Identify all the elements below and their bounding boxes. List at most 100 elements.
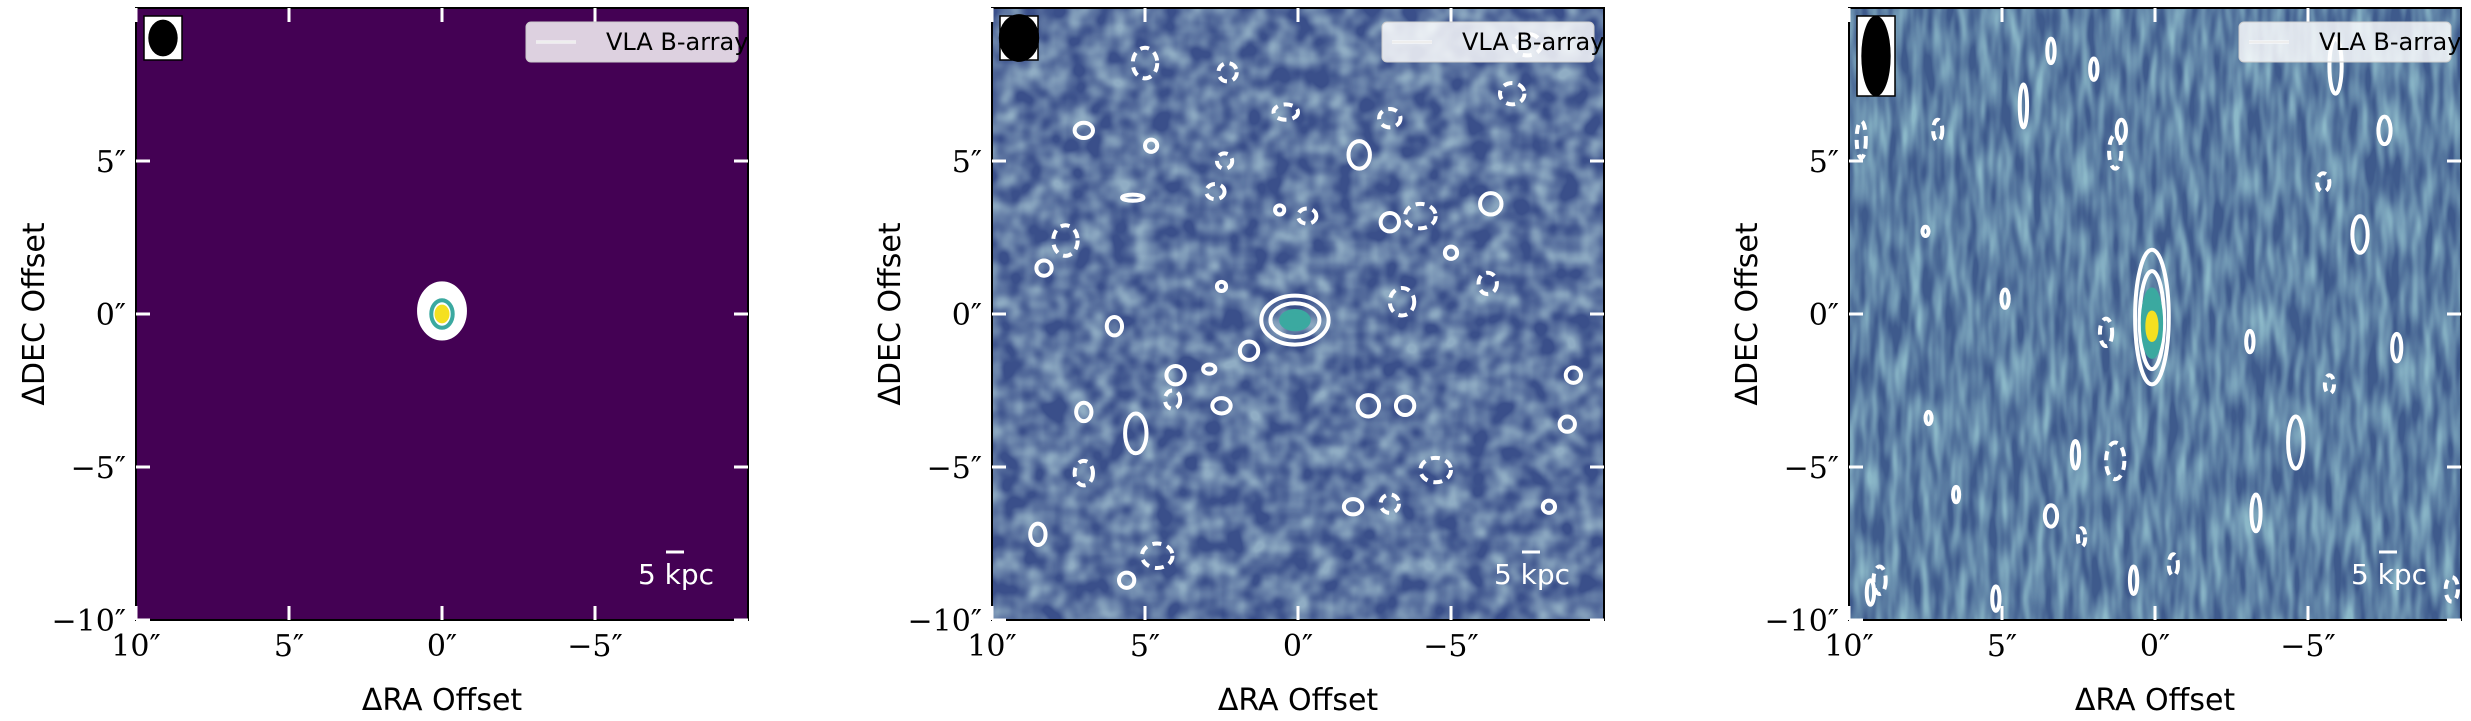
y-axis-title: ΔDEC Offset: [1730, 222, 1765, 405]
y-axis-title: ΔDEC Offset: [873, 222, 908, 405]
negative-contour: [1139, 541, 1175, 570]
x-tick-label: −5″: [2280, 629, 2335, 664]
negative-contour: [1418, 455, 1453, 485]
positive-contour: [1201, 362, 1218, 376]
positive-contour: [2145, 310, 2159, 343]
legend-label: VLA B-array: [2319, 28, 2461, 56]
positive-contour: [1378, 211, 1401, 234]
x-tick-label: −5″: [1423, 629, 1478, 664]
positive-contour: [1478, 191, 1504, 217]
x-tick-label: 10″: [111, 629, 160, 664]
contours: [1854, 36, 2460, 613]
positive-contour: [1210, 396, 1233, 416]
positive-contour: [2069, 438, 2082, 471]
negative-contour: [2104, 440, 2127, 482]
negative-contour: [1377, 106, 1403, 130]
positive-contour: [1074, 400, 1094, 424]
positive-contour: [1923, 409, 1934, 427]
y-tick-label: 0″: [1809, 298, 1839, 333]
negative-contour: [1271, 102, 1301, 122]
positive-contour: [2017, 82, 2030, 130]
positive-contour: [1072, 120, 1095, 141]
positive-contour: [1034, 258, 1054, 278]
positive-contour: [1123, 411, 1149, 456]
positive-contour: [1214, 279, 1229, 294]
x-axis-title: ΔRA Offset: [2075, 683, 2236, 718]
positive-contour: [2045, 36, 2057, 66]
legend-box: [1381, 21, 1595, 63]
beam-ellipse: [998, 14, 1040, 62]
x-tick-label: 0″: [1283, 629, 1313, 664]
negative-contour: [1204, 181, 1227, 202]
negative-contour: [1162, 388, 1183, 411]
positive-contour: [1259, 293, 1331, 347]
x-tick-label: 0″: [427, 629, 457, 664]
y-tick-label: 5″: [1809, 145, 1839, 180]
contours: [417, 281, 467, 341]
legend-label: VLA B-array: [1462, 28, 1604, 56]
positive-contour: [434, 304, 450, 324]
beam-ellipse: [148, 19, 178, 57]
y-tick-label: 5″: [96, 145, 126, 180]
negative-contour: [1871, 564, 1888, 596]
positive-contour: [1393, 394, 1417, 417]
positive-contour: [1341, 497, 1365, 517]
positive-contour: [1237, 339, 1261, 362]
positive-contour: [1540, 498, 1558, 515]
negative-contour: [1854, 119, 1868, 160]
positive-contour: [2350, 214, 2370, 255]
positive-contour: [2376, 114, 2393, 147]
y-tick-label: 0″: [952, 298, 982, 333]
scale-bar-label: 5 kpc: [2351, 558, 2427, 591]
negative-contour: [1072, 458, 1095, 488]
negative-contour: [1931, 117, 1945, 144]
positive-contour: [1279, 308, 1311, 332]
negative-contour: [1130, 45, 1160, 81]
positive-contour: [2249, 492, 2263, 534]
positive-contour: [1999, 287, 2011, 310]
x-axis-title: ΔRA Offset: [1218, 683, 1379, 718]
negative-contour: [1296, 206, 1319, 226]
negative-contour: [2075, 526, 2088, 549]
negative-contour: [2166, 552, 2180, 578]
positive-contour: [1563, 365, 1584, 385]
y-tick-label: −10″: [907, 604, 982, 639]
panel-left: 10″ 5″ 0″ −5″ 5″ 0″ −5″ −10″ ΔRA Offset ΔDEC Offs…: [17, 7, 749, 718]
positive-contour: [1164, 364, 1187, 387]
positive-contour: [1104, 315, 1125, 338]
negative-contour: [1403, 201, 1438, 231]
negative-contour: [2322, 373, 2337, 396]
x-tick-label: 10″: [967, 629, 1016, 664]
positive-contour: [1120, 192, 1146, 203]
x-tick-label: 0″: [2140, 629, 2170, 664]
negative-contour: [1216, 61, 1239, 84]
x-tick-label: 5″: [274, 629, 304, 664]
positive-contour: [1864, 578, 1877, 607]
x-tick-label: 10″: [1824, 629, 1873, 664]
positive-contour: [2244, 328, 2256, 355]
negative-contour: [1476, 270, 1499, 297]
legend-box: [525, 21, 739, 63]
panel-middle: 10″ 5″ 0″ −5″ 5″ 0″ −5″ −10″ ΔRA Offset ΔDEC Offs…: [873, 7, 1605, 718]
positive-contour: [1951, 484, 1962, 505]
y-tick-label: 5″: [952, 145, 982, 180]
beam-ellipse: [1861, 15, 1891, 97]
legend-label: VLA B-array: [606, 28, 748, 56]
positive-contour: [2133, 247, 2171, 387]
y-tick-label: −10″: [1764, 604, 1839, 639]
positive-contour: [2042, 503, 2060, 529]
negative-contour: [1387, 285, 1417, 318]
positive-contour: [1557, 414, 1577, 434]
panel-right: 10″ 5″ 0″ −5″ 5″ 0″ −5″ −10″ ΔRA Offset ΔDEC Offs…: [1730, 7, 2462, 718]
positive-contour: [1268, 301, 1322, 339]
positive-contour: [429, 298, 455, 330]
legend-box: [2238, 21, 2452, 63]
negative-contour: [2107, 132, 2124, 171]
positive-contour: [1028, 521, 1048, 548]
positive-contour: [1355, 393, 1382, 419]
positive-contour: [2127, 564, 2140, 596]
x-axis-title: ΔRA Offset: [362, 683, 523, 718]
positive-contour: [2137, 269, 2167, 372]
y-tick-label: −10″: [51, 604, 126, 639]
positive-contour: [2088, 56, 2100, 82]
